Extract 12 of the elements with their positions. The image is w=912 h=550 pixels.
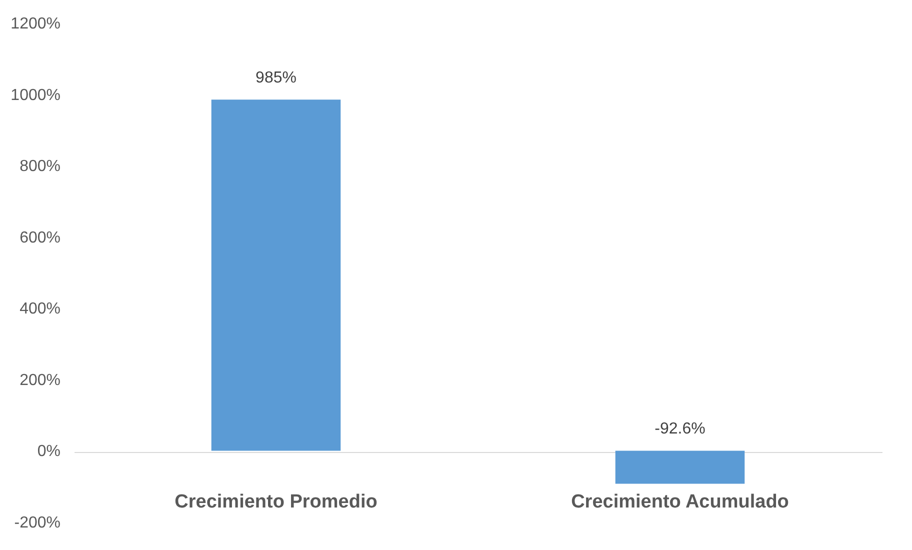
data-label: 985% (256, 70, 296, 87)
y-tick-label: 200% (20, 372, 60, 389)
y-tick-label: 400% (20, 300, 60, 318)
y-tick-label: 0% (37, 443, 60, 460)
y-tick-label: -200% (14, 514, 60, 532)
y-tick-label: 600% (20, 229, 60, 246)
y-tick-label: 800% (20, 158, 60, 176)
x-tick-label: Crecimiento Acumulado (571, 492, 789, 512)
y-tick-label: 1000% (10, 86, 60, 104)
x-tick-label: Crecimiento Promedio (174, 492, 378, 512)
y-tick-label: 1200% (10, 16, 60, 32)
data-label: -92.6% (654, 420, 706, 438)
